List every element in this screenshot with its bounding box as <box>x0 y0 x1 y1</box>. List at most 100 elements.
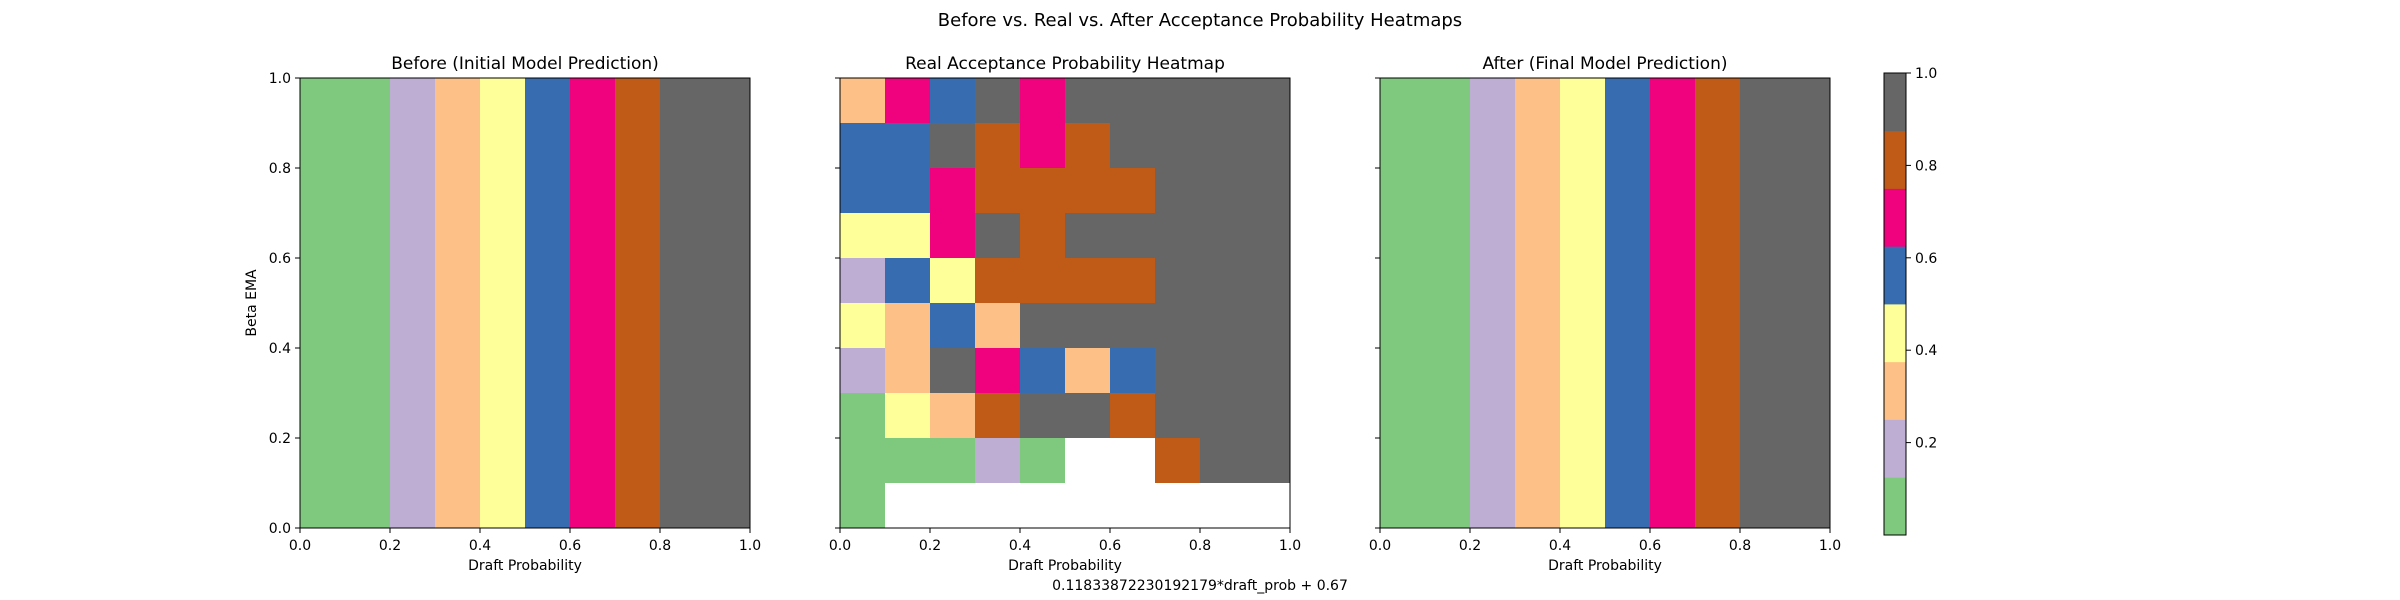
heatmap-column-7 <box>660 78 750 528</box>
heatmap-cell <box>885 123 931 169</box>
heatmap-cell <box>1245 168 1291 214</box>
heatmap-cell <box>885 438 931 484</box>
heatmap-cell <box>1020 393 1066 439</box>
heatmap-cell <box>975 483 1021 529</box>
x-tick-label: 0.0 <box>829 538 851 554</box>
heatmap-cell <box>1020 78 1066 124</box>
heatmap-cell <box>840 393 886 439</box>
before-heatmap-cells <box>300 78 750 528</box>
heatmap-cell <box>1200 78 1246 124</box>
panel-real: 0.0 0.2 0.4 0.6 0.8 1.0 Real Acceptance Proba… <box>829 54 1348 594</box>
before-title: Before (Initial Model Prediction) <box>391 54 659 74</box>
colorbar-tick-label: 0.6 <box>1915 251 1937 267</box>
x-tick-label: 1.0 <box>1279 538 1301 554</box>
heatmap-cell <box>1110 258 1156 304</box>
heatmap-cell <box>1200 168 1246 214</box>
footer-formula: 0.11833872230192179*draft_prob + 0.67 <box>1052 578 1348 594</box>
heatmap-cell <box>840 123 886 169</box>
y-tick-label: 0.2 <box>269 431 291 447</box>
heatmap-cell <box>1245 123 1291 169</box>
heatmap-cell <box>885 258 931 304</box>
heatmap-cell <box>1155 78 1201 124</box>
heatmap-cell <box>840 483 886 529</box>
heatmap-cell <box>975 393 1021 439</box>
heatmap-cell <box>1155 393 1201 439</box>
heatmap-cell <box>1200 348 1246 394</box>
heatmap-cell <box>930 123 976 169</box>
colorbar-segment <box>1884 477 1906 536</box>
heatmap-cell <box>1245 348 1291 394</box>
heatmap-cell <box>930 303 976 349</box>
colorbar-tick-label: 1.0 <box>1915 66 1937 82</box>
heatmap-column-5 <box>570 78 615 528</box>
heatmap-cell <box>1065 78 1111 124</box>
heatmap-cell <box>1155 483 1201 529</box>
heatmap-cell <box>885 348 931 394</box>
heatmap-cell <box>840 168 886 214</box>
heatmap-cell <box>1110 303 1156 349</box>
x-tick-label: 0.4 <box>469 538 491 554</box>
heatmap-column-3 <box>1560 78 1605 528</box>
x-tick-label: 0.2 <box>1459 538 1481 554</box>
colorbar-tick-label: 0.8 <box>1915 158 1937 174</box>
heatmap-cell <box>1110 483 1156 529</box>
heatmap-cell <box>1110 213 1156 259</box>
colorbar-segments <box>1884 73 1906 536</box>
heatmap-cell <box>1065 348 1111 394</box>
heatmap-cell <box>1245 483 1291 529</box>
heatmap-cell <box>885 393 931 439</box>
real-title: Real Acceptance Probability Heatmap <box>905 54 1225 74</box>
heatmap-cell <box>1065 123 1111 169</box>
heatmap-cell <box>1155 303 1201 349</box>
heatmap-cell <box>975 303 1021 349</box>
before-ticks: 0.0 0.2 0.4 0.6 0.8 1.0 0.0 0.2 0.4 0.6 0.8 1.0 <box>269 71 761 554</box>
heatmap-cell <box>1200 258 1246 304</box>
x-tick-label: 0.2 <box>919 538 941 554</box>
heatmap-cell <box>975 78 1021 124</box>
heatmap-column-0 <box>300 78 390 528</box>
colorbar-tick-label: 0.2 <box>1915 436 1937 452</box>
heatmap-column-6 <box>1695 78 1740 528</box>
heatmap-cell <box>1110 348 1156 394</box>
panel-after: 0.0 0.2 0.4 0.6 0.8 1.0 After (Final Model Pr… <box>1369 54 1841 574</box>
after-xlabel: Draft Probability <box>1548 558 1662 574</box>
heatmap-cell <box>840 348 886 394</box>
heatmap-cell <box>975 438 1021 484</box>
colorbar-segment <box>1884 304 1906 363</box>
heatmap-cell <box>930 78 976 124</box>
x-tick-label: 0.6 <box>1639 538 1661 554</box>
heatmap-cell <box>930 393 976 439</box>
y-tick-label: 0.8 <box>269 161 291 177</box>
heatmap-cell <box>1200 393 1246 439</box>
before-axes-frame <box>299 77 751 529</box>
heatmap-column-7 <box>1740 78 1830 528</box>
heatmap-cell <box>1245 303 1291 349</box>
x-tick-label: 0.0 <box>289 538 311 554</box>
heatmap-cell <box>1065 393 1111 439</box>
before-xlabel: Draft Probability <box>468 558 582 574</box>
heatmap-cell <box>930 258 976 304</box>
heatmap-cell <box>1200 213 1246 259</box>
after-axes-frame <box>1379 77 1831 529</box>
heatmap-cell <box>975 123 1021 169</box>
colorbar-segment <box>1884 361 1906 420</box>
y-tick-label: 0.4 <box>269 341 291 357</box>
heatmap-cell <box>1245 213 1291 259</box>
colorbar: 0.2 0.4 0.6 0.8 1.0 <box>1883 66 1937 536</box>
panel-before: 0.0 0.2 0.4 0.6 0.8 1.0 0.0 0.2 0.4 0.6 0.8 1.0 Bef… <box>244 54 761 574</box>
heatmap-cell <box>1065 303 1111 349</box>
heatmap-cell <box>1065 168 1111 214</box>
y-tick-label: 0.0 <box>269 521 291 537</box>
heatmap-cell <box>1245 438 1291 484</box>
heatmap-column-2 <box>1515 78 1560 528</box>
x-tick-label: 0.6 <box>559 538 581 554</box>
heatmap-cell <box>1065 213 1111 259</box>
heatmap-cell <box>1155 438 1201 484</box>
heatmap-cell <box>1020 258 1066 304</box>
figure-title: Before vs. Real vs. After Acceptance Pro… <box>938 10 1462 31</box>
heatmap-cell <box>930 168 976 214</box>
heatmap-cell <box>1020 348 1066 394</box>
heatmap-cell <box>885 483 931 529</box>
heatmap-cell <box>1155 348 1201 394</box>
heatmap-cell <box>975 213 1021 259</box>
